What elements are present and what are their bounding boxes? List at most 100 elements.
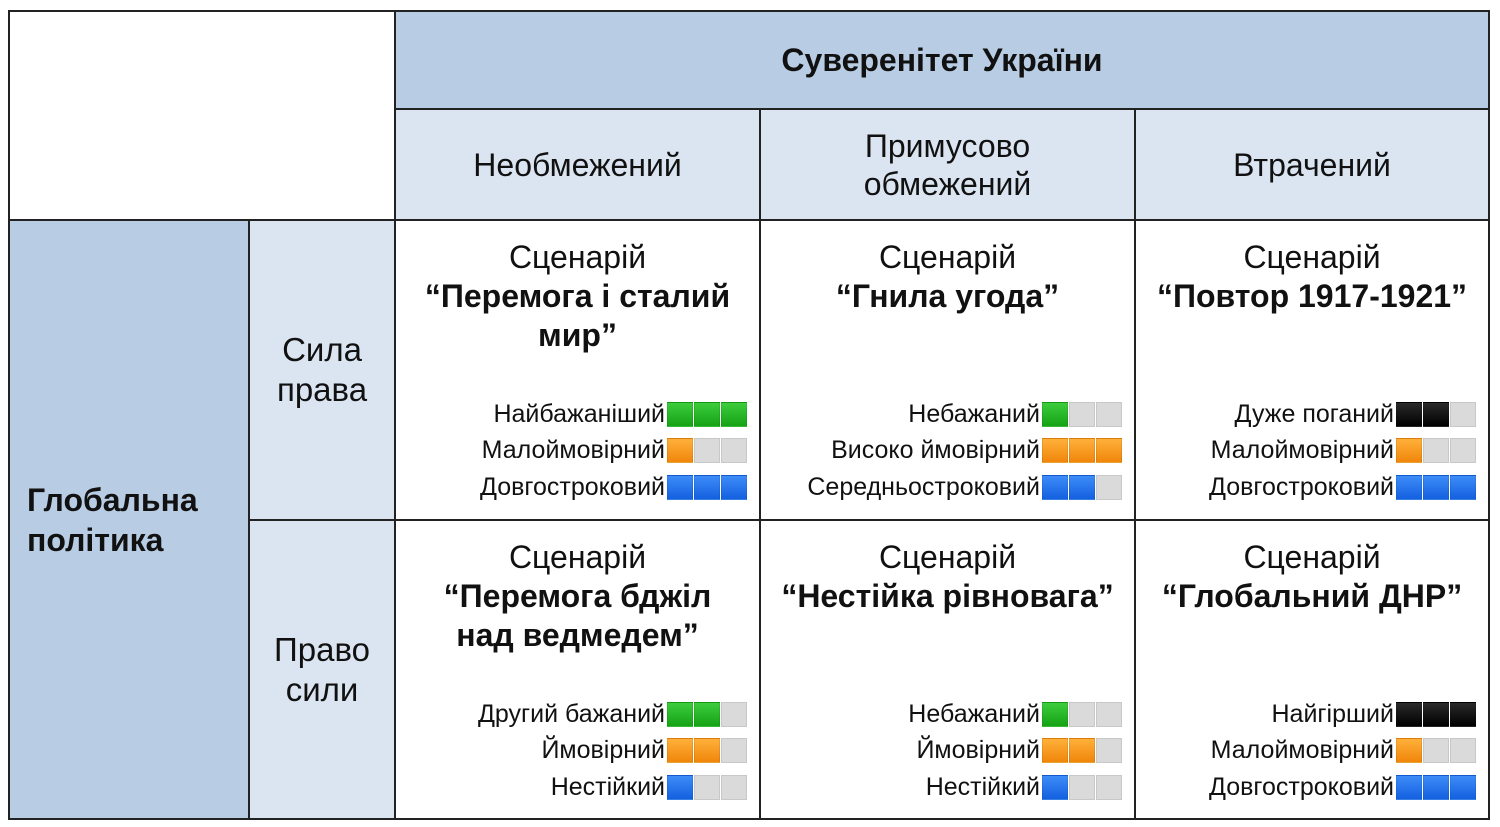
rating-square-filled (1423, 774, 1449, 800)
rating-square-filled (1450, 474, 1476, 500)
rating-square-filled (1069, 438, 1095, 464)
rating-square-filled (1042, 474, 1068, 500)
rating-row: Малоймовірний (480, 433, 747, 470)
grid-line (249, 519, 1489, 521)
rating-row: Ймовірний (478, 733, 747, 770)
scenario-cell: Сценарій “Глобальний ДНР” Найгірший Малоймо… (1135, 520, 1489, 819)
rating-label: Довгостроковий (480, 472, 665, 501)
rating-square-empty (1450, 438, 1476, 464)
rating-row: Малоймовірний (1209, 433, 1476, 470)
rating-square-empty (694, 774, 720, 800)
scenario-ratings: Дуже поганий Малоймовірний Довгостроковий (1209, 396, 1476, 506)
rating-square-filled (1069, 474, 1095, 500)
scenario-name: “Повтор 1917-1921” (1156, 278, 1468, 314)
scenario-name: “Гнила угода” (835, 278, 1060, 314)
column-header-label: Примусово обмежений (863, 127, 1032, 202)
column-header-unlimited: Необмежений (395, 109, 760, 220)
rating-square-empty (1069, 701, 1095, 727)
rating-square-filled (1396, 474, 1422, 500)
rating-square-filled (694, 701, 720, 727)
rating-square-empty (1450, 738, 1476, 764)
rating-square-filled (1042, 401, 1068, 427)
sovereignty-header: Суверенітет України (395, 11, 1489, 109)
rating-square-filled (1396, 738, 1422, 764)
rating-square-filled (694, 738, 720, 764)
rating-label: Ймовірний (916, 736, 1040, 765)
scenario-cell: Сценарій “Гнила угода” Небажаний Високо ймо… (760, 220, 1135, 520)
rating-label: Найгірший (1271, 699, 1395, 728)
rating-label: Малоймовірний (481, 436, 665, 465)
rating-square-filled (1096, 438, 1122, 464)
scenario-label: Сценарій (508, 239, 647, 275)
rating-square-filled (1396, 774, 1422, 800)
scenario-name: “Перемога і сталий мир” (424, 278, 731, 353)
rating-label: Середньостроковий (807, 472, 1040, 501)
rating-label: Малоймовірний (1210, 436, 1394, 465)
rating-square-filled (1069, 738, 1095, 764)
column-header-lost: Втрачений (1135, 109, 1489, 220)
sovereignty-title: Суверенітет України (781, 41, 1103, 78)
column-header-label: Втрачений (1233, 146, 1391, 183)
rating-square-empty (1423, 738, 1449, 764)
grid-line (8, 818, 1490, 820)
rating-row: Дуже поганий (1209, 396, 1476, 433)
rating-label: Нестійкий (550, 772, 665, 801)
rating-label: Небажаний (908, 699, 1040, 728)
rating-label: Довгостроковий (1209, 472, 1394, 501)
rating-square-filled (1450, 774, 1476, 800)
row-dimension-header: Глобальна політика (9, 220, 249, 819)
scenario-name: “Нестійка рівновага” (781, 578, 1114, 614)
rating-row: Нестійкий (478, 769, 747, 806)
scenario-cell: Сценарій “Перемога бджіл над ведмедем” Дру… (395, 520, 760, 819)
scenario-label: Сценарій (1243, 239, 1381, 275)
rating-row: Ймовірний (908, 733, 1122, 770)
rating-square-empty (694, 438, 720, 464)
rating-square-empty (721, 701, 747, 727)
grid-line (248, 220, 250, 819)
row-dimension-label: Глобальна політика (27, 481, 198, 558)
scenario-cell: Сценарій “Перемога і сталий мир” Найбажані… (395, 220, 760, 520)
scenario-label: Сценарій (878, 239, 1017, 275)
row-header-right-of-force: Право сили (249, 520, 395, 819)
rating-square-filled (1396, 438, 1422, 464)
rating-row: Небажаний (807, 396, 1122, 433)
row-header-label: Сила права (276, 331, 368, 408)
rating-label: Небажаний (908, 399, 1040, 428)
rating-square-filled (667, 401, 693, 427)
rating-square-filled (667, 774, 693, 800)
scenario-title: Сценарій “Нестійка рівновага” (760, 538, 1135, 616)
scenario-label: Сценарій (1243, 539, 1381, 575)
rating-label: Дуже поганий (1234, 399, 1395, 428)
corner-cell (9, 11, 395, 220)
grid-line (394, 10, 396, 820)
scenario-ratings: Найбажаніший Малоймовірний Довгостроковий (480, 396, 747, 506)
rating-square-empty (1096, 738, 1122, 764)
rating-row: Другий бажаний (478, 696, 747, 733)
rating-row: Найбажаніший (480, 396, 747, 433)
rating-row: Малоймовірний (1209, 733, 1476, 770)
scenario-title: Сценарій “Гнила угода” (760, 238, 1135, 316)
rating-square-empty (721, 774, 747, 800)
scenario-ratings: Небажаний Високо ймовірний Середньостроков… (807, 396, 1122, 506)
rating-square-filled (1423, 701, 1449, 727)
grid-line (759, 109, 761, 819)
rating-square-empty (721, 738, 747, 764)
rating-label: Високо ймовірний (831, 436, 1040, 465)
rating-square-filled (1396, 401, 1422, 427)
grid-line (1488, 10, 1490, 820)
rating-label: Найбажаніший (493, 399, 665, 428)
scenario-name: “Глобальний ДНР” (1161, 578, 1463, 614)
grid-line (8, 10, 1490, 12)
row-header-rule-of-law: Сила права (249, 220, 395, 520)
rating-square-filled (667, 438, 693, 464)
rating-row: Небажаний (908, 696, 1122, 733)
rating-square-empty (1423, 438, 1449, 464)
scenario-label: Сценарій (878, 539, 1017, 575)
rating-square-filled (667, 474, 693, 500)
rating-row: Високо ймовірний (807, 433, 1122, 470)
rating-label: Довгостроковий (1209, 772, 1394, 801)
scenario-label: Сценарій (508, 539, 647, 575)
rating-label: Другий бажаний (477, 699, 665, 728)
rating-label: Малоймовірний (1210, 736, 1394, 765)
rating-square-filled (1423, 401, 1449, 427)
